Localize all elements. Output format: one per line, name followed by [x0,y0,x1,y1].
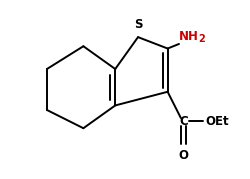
Text: C: C [178,115,187,128]
Text: S: S [133,18,142,32]
Text: OEt: OEt [204,115,228,128]
Text: NH: NH [178,30,198,43]
Text: O: O [178,149,188,162]
Text: 2: 2 [198,34,204,44]
